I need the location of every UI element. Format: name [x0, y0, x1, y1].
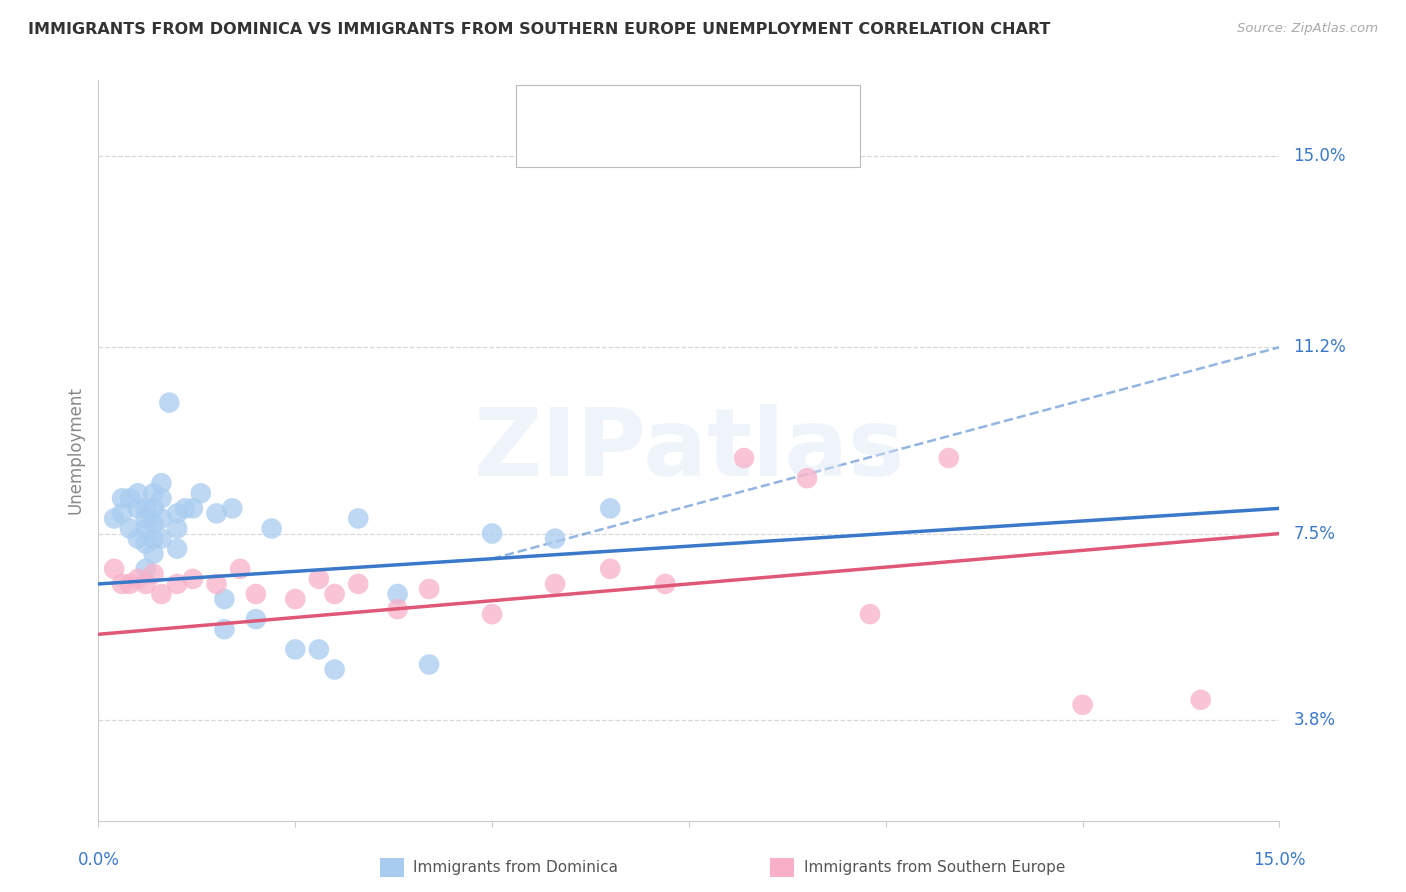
Point	[260, 522, 283, 536]
Text: 15.0%: 15.0%	[1294, 147, 1346, 165]
Point	[157, 395, 180, 409]
Text: Immigrants from Dominica: Immigrants from Dominica	[413, 861, 619, 875]
Text: Immigrants from Southern Europe: Immigrants from Southern Europe	[804, 861, 1066, 875]
Point	[387, 587, 409, 601]
Point	[481, 526, 503, 541]
Point	[1071, 698, 1094, 712]
Point	[308, 642, 330, 657]
Point	[214, 592, 236, 607]
Point	[544, 577, 567, 591]
Point	[229, 562, 252, 576]
Point	[205, 507, 228, 521]
Point	[221, 501, 243, 516]
Text: ZIPatlas: ZIPatlas	[474, 404, 904, 497]
Point	[135, 522, 157, 536]
Point	[111, 491, 134, 506]
Point	[481, 607, 503, 622]
Point	[181, 572, 204, 586]
Point	[142, 532, 165, 546]
Point	[599, 562, 621, 576]
Text: R = 0.361   N = 28: R = 0.361 N = 28	[564, 128, 749, 148]
Point	[796, 471, 818, 485]
Point	[142, 547, 165, 561]
Point	[347, 511, 370, 525]
Point	[284, 592, 307, 607]
Point	[142, 516, 165, 531]
Text: IMMIGRANTS FROM DOMINICA VS IMMIGRANTS FROM SOUTHERN EUROPE UNEMPLOYMENT CORRELA: IMMIGRANTS FROM DOMINICA VS IMMIGRANTS F…	[28, 22, 1050, 37]
Point	[127, 501, 149, 516]
Point	[166, 507, 188, 521]
Point	[323, 587, 346, 601]
Point	[118, 577, 141, 591]
Point	[166, 522, 188, 536]
Point	[118, 522, 141, 536]
Point	[859, 607, 882, 622]
Point	[111, 507, 134, 521]
Point	[135, 562, 157, 576]
Point	[166, 577, 188, 591]
Point	[245, 587, 267, 601]
Point	[111, 577, 134, 591]
Point	[150, 476, 173, 491]
Point	[190, 486, 212, 500]
Point	[150, 511, 173, 525]
Point	[599, 501, 621, 516]
Point	[733, 450, 755, 465]
Point	[142, 501, 165, 516]
Point	[323, 663, 346, 677]
Text: 11.2%: 11.2%	[1294, 338, 1346, 356]
Point	[142, 566, 165, 581]
Point	[127, 486, 149, 500]
Point	[938, 450, 960, 465]
Point	[127, 532, 149, 546]
Point	[387, 602, 409, 616]
Point	[135, 511, 157, 525]
Text: 3.8%: 3.8%	[1294, 711, 1336, 729]
Point	[135, 536, 157, 550]
Point	[150, 532, 173, 546]
Text: Source: ZipAtlas.com: Source: ZipAtlas.com	[1237, 22, 1378, 36]
Text: R = 0.149   N = 44: R = 0.149 N = 44	[564, 93, 749, 112]
Point	[308, 572, 330, 586]
Point	[166, 541, 188, 556]
Point	[142, 486, 165, 500]
Point	[1189, 692, 1212, 706]
Point	[418, 582, 440, 596]
Text: 15.0%: 15.0%	[1253, 851, 1306, 869]
Point	[245, 612, 267, 626]
Point	[418, 657, 440, 672]
Point	[135, 501, 157, 516]
Point	[654, 577, 676, 591]
Point	[127, 572, 149, 586]
Point	[118, 491, 141, 506]
Point	[103, 511, 125, 525]
Text: 7.5%: 7.5%	[1294, 524, 1336, 542]
Point	[150, 587, 173, 601]
Point	[135, 577, 157, 591]
Point	[284, 642, 307, 657]
Point	[347, 577, 370, 591]
Y-axis label: Unemployment: Unemployment	[66, 386, 84, 515]
Point	[544, 532, 567, 546]
Point	[214, 622, 236, 636]
Point	[103, 562, 125, 576]
Point	[205, 577, 228, 591]
Text: 0.0%: 0.0%	[77, 851, 120, 869]
Point	[150, 491, 173, 506]
Point	[181, 501, 204, 516]
Point	[174, 501, 197, 516]
